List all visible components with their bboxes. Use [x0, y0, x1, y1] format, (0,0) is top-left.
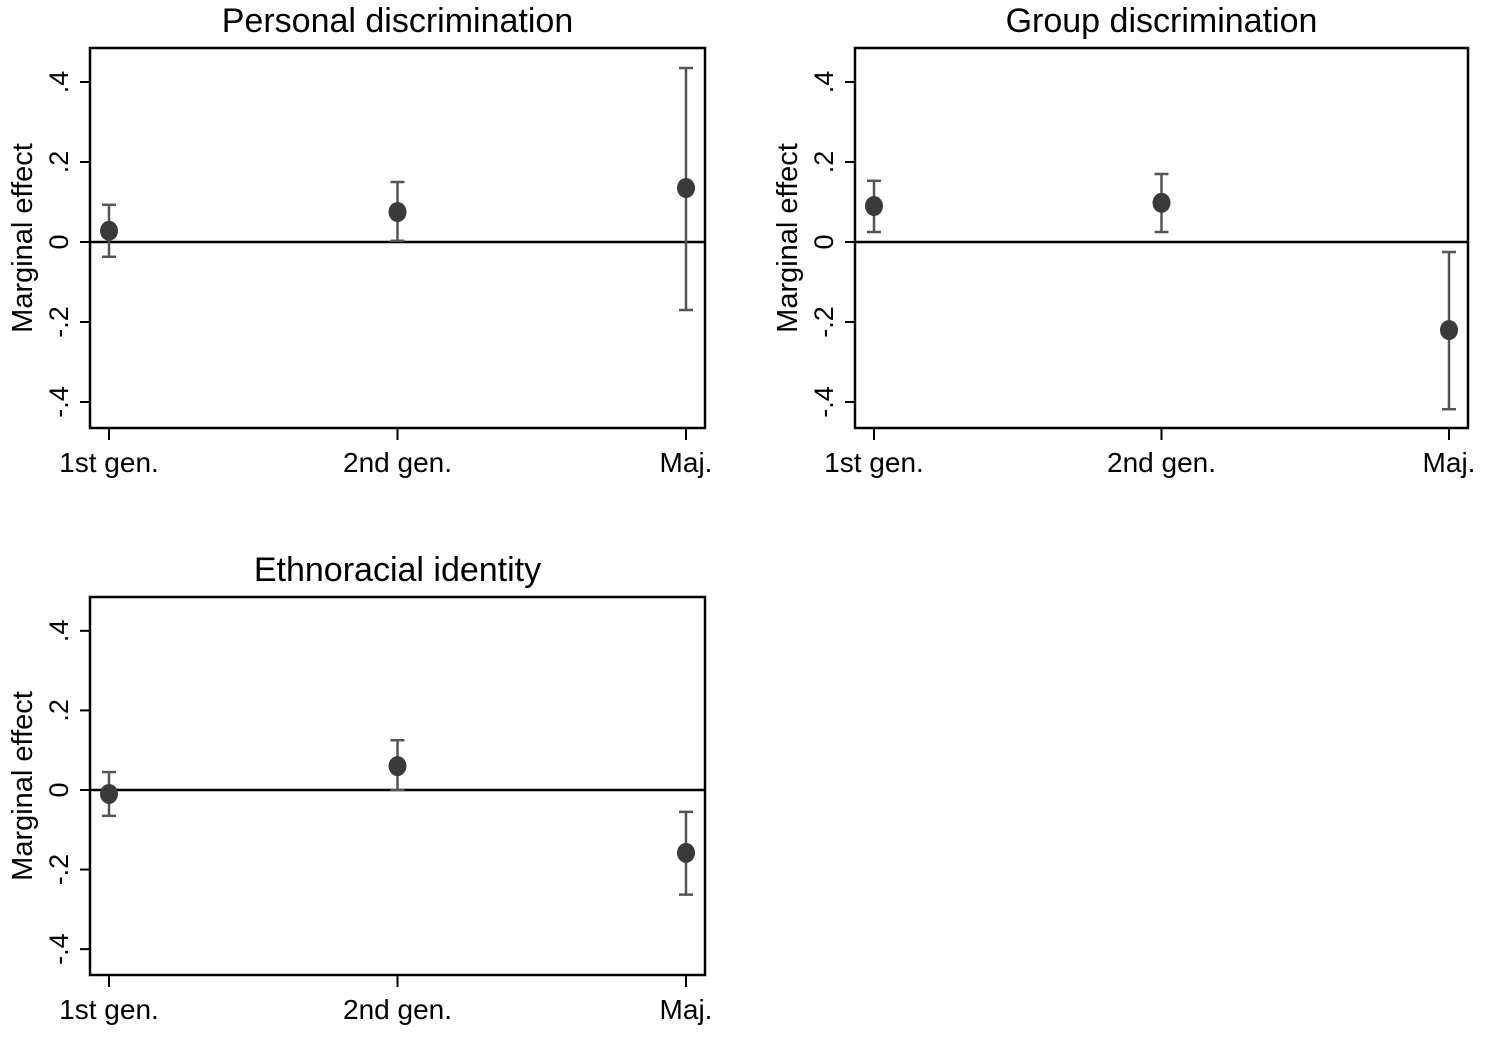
y-tick-label: .2 — [44, 151, 74, 174]
y-tick-label: -.4 — [44, 386, 74, 418]
point-estimate-marker — [100, 220, 118, 241]
y-tick-label: .4 — [44, 71, 74, 94]
y-tick-label: .4 — [809, 71, 839, 94]
y-tick-label: 0 — [809, 234, 839, 249]
y-tick-label: .2 — [809, 151, 839, 174]
x-tick-label: 1st gen. — [59, 994, 159, 1025]
y-tick-label: .4 — [44, 620, 74, 643]
panel-title: Ethnoracial identity — [254, 551, 541, 589]
x-tick-label: 1st gen. — [59, 447, 159, 478]
y-tick-label: -.2 — [809, 306, 839, 338]
point-estimate-marker — [1440, 320, 1458, 340]
panel-title: Personal discrimination — [222, 2, 574, 40]
y-axis-label: Marginal effect — [7, 691, 39, 881]
x-tick-label: Maj. — [1423, 447, 1476, 478]
y-tick-label: -.2 — [44, 306, 74, 338]
y-tick-label: 0 — [44, 782, 74, 797]
x-tick-label: Maj. — [660, 994, 713, 1025]
point-estimate-marker — [865, 196, 883, 216]
y-tick-label: -.4 — [44, 933, 74, 965]
y-tick-label: 0 — [44, 234, 74, 249]
point-estimate-marker — [677, 178, 695, 198]
y-axis-label: Marginal effect — [772, 143, 804, 333]
y-tick-label: -.4 — [809, 386, 839, 418]
panel-1: Personal discrimination .4 .2 0 -.2 -.4 Margin… — [7, 2, 712, 478]
x-tick-label: 1st gen. — [824, 447, 924, 478]
point-estimate-marker — [677, 842, 695, 863]
point-estimate-marker — [388, 202, 407, 222]
point-estimate-marker — [100, 783, 118, 804]
panel-2: Group discrimination .4 .2 0 -.2 -.4 Marginal … — [772, 2, 1475, 478]
x-tick-label: Maj. — [660, 447, 713, 478]
point-estimate-marker — [388, 756, 407, 777]
y-tick-label: -.2 — [44, 854, 74, 886]
y-axis-label: Marginal effect — [7, 143, 39, 333]
panel-3: Ethnoracial identity .4 .2 0 -.2 -.4 Marginal … — [7, 551, 712, 1025]
x-tick-label: 2nd gen. — [343, 447, 452, 478]
panel-title: Group discrimination — [1006, 2, 1318, 40]
x-tick-label: 2nd gen. — [343, 994, 452, 1025]
x-tick-label: 2nd gen. — [1107, 447, 1216, 478]
y-tick-label: .2 — [44, 699, 74, 722]
plot-frame — [853, 46, 1470, 430]
point-estimate-marker — [1152, 192, 1171, 213]
